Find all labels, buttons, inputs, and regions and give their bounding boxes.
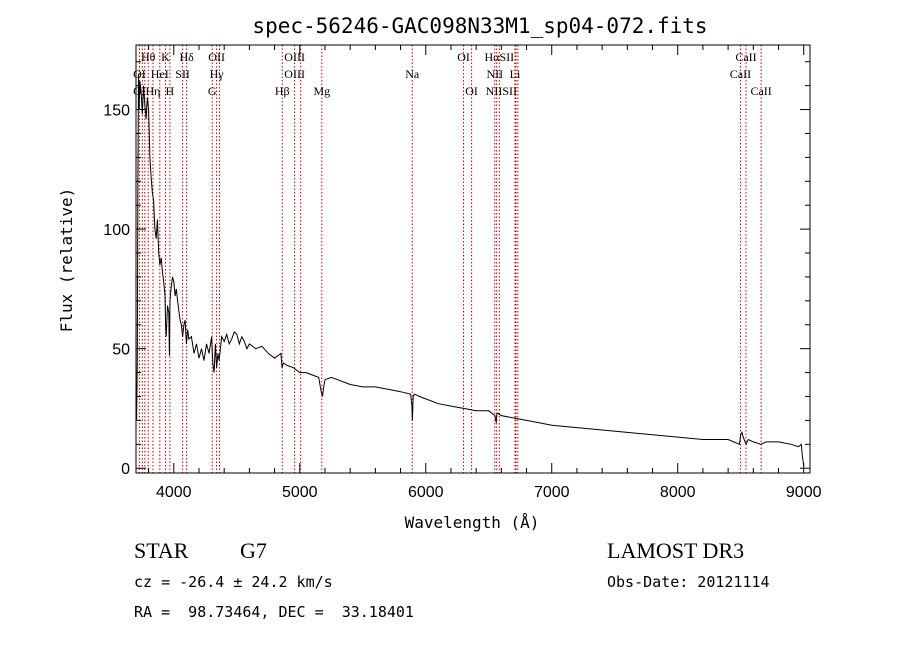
line-marker-label: Hη — [146, 84, 161, 98]
observation-date: Obs-Date: 20121114 — [607, 573, 770, 591]
line-marker-label: SII — [175, 67, 190, 81]
x-tick-label: 7000 — [534, 484, 570, 501]
line-marker-label: Hγ — [210, 67, 225, 81]
y-axis-label: Flux (relative) — [57, 188, 76, 333]
x-axis-label: Wavelength (Å) — [405, 513, 540, 532]
y-tick-label: 50 — [112, 342, 130, 359]
line-marker-label: Mg — [313, 84, 330, 98]
line-marker-label: OI — [133, 67, 146, 81]
line-marker-labels: Hθ K Hδ OII OIII OI HαSII CaII OI HeI SII Hγ OIII Na N… — [133, 50, 772, 98]
x-tick-label: 8000 — [660, 484, 696, 501]
line-marker-label: OI — [465, 84, 478, 98]
chart-title: spec-56246-GAC098N33M1_sp04-072.fits — [252, 14, 707, 38]
line-marker-label: H — [166, 84, 175, 98]
x-tick-label: 6000 — [408, 484, 444, 501]
line-marker-label: HαSII — [485, 50, 515, 64]
line-marker-label: NIISII — [486, 84, 517, 98]
plot-frame — [135, 44, 811, 474]
y-tick-label: 150 — [103, 103, 130, 120]
line-marker-label: OIII — [284, 50, 305, 64]
x-tick-label: 5000 — [282, 484, 318, 501]
coordinates-readout: RA = 98.73464, DEC = 33.18401 — [134, 603, 414, 621]
line-marker-label: OIII — [284, 67, 305, 81]
line-marker-label: K — [161, 50, 170, 64]
redshift-readout: cz = -26.4 ± 24.2 km/s — [134, 573, 333, 591]
object-class: STAR — [134, 538, 189, 563]
line-marker-label: Hδ — [179, 50, 194, 64]
line-marker-label: OII — [208, 50, 225, 64]
survey-name: LAMOST DR3 — [607, 538, 745, 563]
x-axis-ticks: 4000 5000 6000 7000 8000 9000 — [148, 45, 822, 501]
line-marker-label: CaII — [730, 67, 751, 81]
line-marker-label: HeI — [151, 67, 169, 81]
line-marker-label: Na — [405, 67, 420, 81]
line-marker-label: Li — [510, 67, 521, 81]
x-tick-label: 9000 — [786, 484, 822, 501]
line-marker-label: CaII — [735, 50, 756, 64]
line-marker-label: NII — [486, 67, 503, 81]
y-axis-ticks: 0 50 100 150 — [103, 61, 810, 478]
line-markers — [138, 45, 762, 473]
x-tick-label: 4000 — [156, 484, 192, 501]
line-marker-label: G — [208, 84, 217, 98]
y-tick-label: 100 — [103, 222, 130, 239]
line-marker-label: CaII — [750, 84, 771, 98]
line-marker-label: Hθ — [141, 50, 156, 64]
flux-series-line — [135, 73, 805, 466]
line-marker-label: OI — [457, 50, 470, 64]
object-subclass: G7 — [240, 538, 267, 563]
line-marker-label: Hβ — [275, 84, 290, 98]
y-tick-label: 0 — [121, 461, 130, 478]
